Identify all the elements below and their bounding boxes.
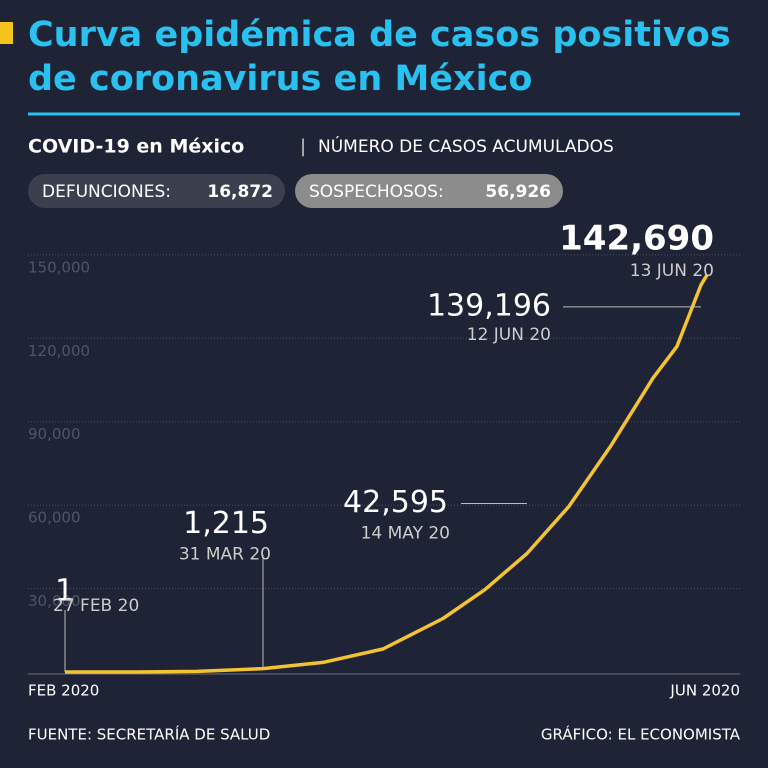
annotation-date: 14 MAY 20: [361, 524, 450, 544]
annotation-date: 31 MAR 20: [179, 545, 271, 565]
data-line: [65, 274, 709, 674]
credit: GRÁFICO: EL ECONOMISTA: [541, 725, 741, 744]
annotation-date: 13 JUN 20: [630, 261, 714, 281]
subtitle: NÚMERO DE CASOS ACUMULADOS: [318, 135, 614, 157]
annotation-value: 142,690: [559, 219, 714, 259]
annotation-value: 1,215: [183, 506, 269, 541]
stat-value: 56,926: [485, 182, 551, 202]
accent-bar: [0, 22, 13, 44]
stat-pill: [295, 174, 563, 208]
annotation-value: 42,595: [343, 485, 448, 520]
y-tick-label: 150,000: [28, 258, 90, 276]
x-tick-label: FEB 2020: [28, 682, 99, 700]
stat-pill: [28, 174, 285, 208]
stat-value: 16,872: [207, 182, 273, 202]
stat-label: SOSPECHOSOS:: [309, 182, 444, 202]
subtitle-bold: COVID-19 en México: [28, 136, 244, 158]
x-tick-label: JUN 2020: [669, 682, 740, 700]
source: FUENTE: SECRETARÍA DE SALUD: [28, 725, 270, 744]
y-tick-label: 90,000: [28, 425, 81, 443]
annotation-value: 139,196: [427, 288, 551, 323]
annotation-value: 1: [55, 573, 74, 608]
annotation-date: 12 JUN 20: [467, 325, 551, 345]
y-tick-label: 60,000: [28, 509, 81, 527]
title: Curva epidémica de casos positivos: [28, 15, 731, 55]
stat-label: DEFUNCIONES:: [42, 182, 171, 202]
y-tick-label: 120,000: [28, 342, 90, 360]
y-tick-label: 30,000: [28, 592, 81, 610]
annotation-date: 27 FEB 20: [53, 596, 139, 616]
title: de coronavirus en México: [28, 59, 532, 99]
separator: |: [300, 136, 306, 157]
